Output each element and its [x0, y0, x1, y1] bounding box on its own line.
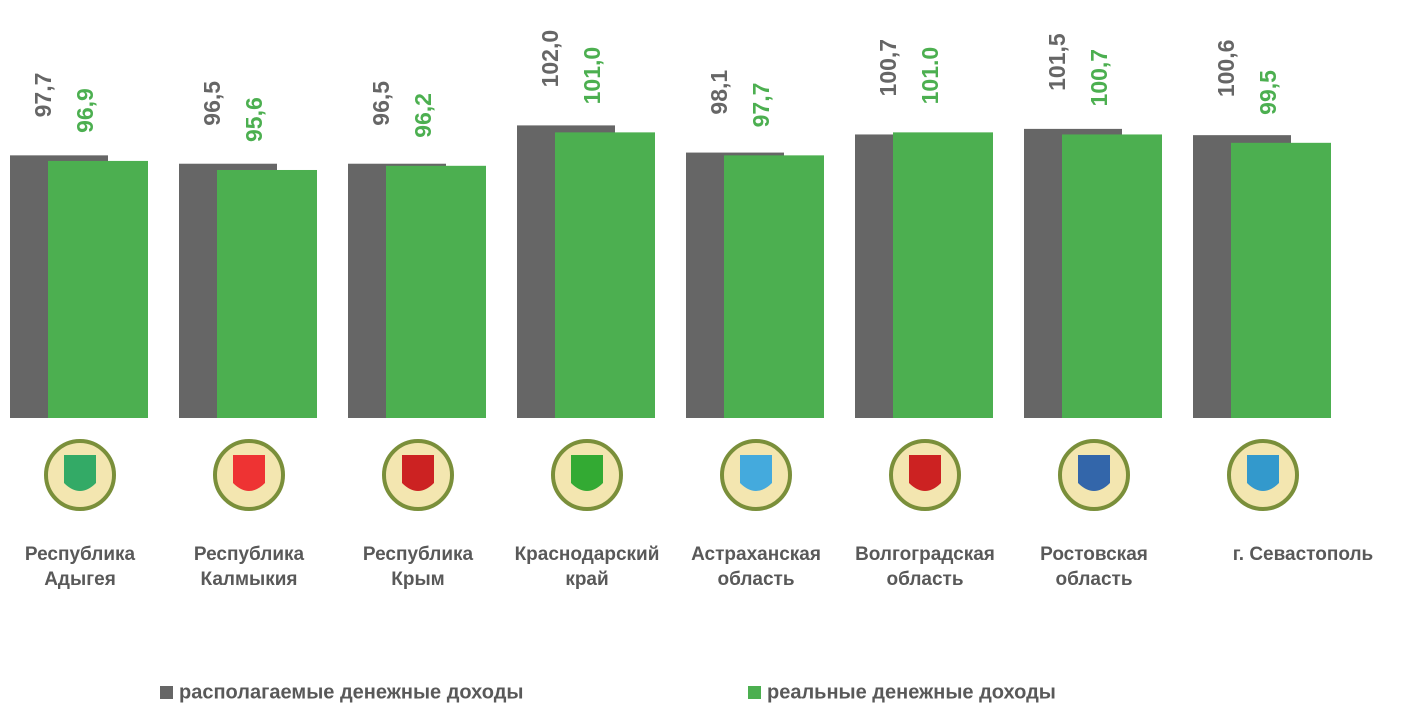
- category-label: область: [1055, 569, 1132, 590]
- category-label: Крым: [391, 569, 444, 590]
- legend-swatch: [748, 686, 761, 699]
- category-label: край: [565, 569, 608, 590]
- bar: [217, 169, 317, 418]
- value-label: 101.0: [917, 47, 943, 105]
- value-label: 101,5: [1044, 33, 1070, 91]
- legend-label: реальные денежные доходы: [767, 681, 1056, 703]
- value-label: 95,6: [241, 97, 267, 142]
- category-label: Республика: [25, 544, 136, 565]
- emblem-shield: [571, 455, 603, 491]
- category-label: Республика: [363, 544, 474, 565]
- bar: [48, 160, 148, 418]
- emblem-shield: [1078, 455, 1110, 491]
- bar: [386, 165, 486, 418]
- category-label: Адыгея: [44, 569, 116, 590]
- category-label: Республика: [194, 544, 305, 565]
- bar: [1062, 134, 1162, 418]
- emblem-shield: [233, 455, 265, 491]
- category-label: Краснодарский: [515, 544, 660, 565]
- value-label: 102,0: [537, 30, 563, 88]
- value-label: 96,5: [199, 81, 225, 126]
- legend-label: располагаемые денежные доходы: [179, 681, 524, 703]
- category-label: г. Севастополь: [1233, 544, 1373, 565]
- value-label: 101,0: [579, 47, 605, 105]
- bar: [724, 155, 824, 418]
- bar: [555, 132, 655, 418]
- value-label: 99,5: [1255, 70, 1281, 115]
- value-label: 100,7: [875, 39, 901, 97]
- value-label: 96,9: [72, 88, 98, 133]
- value-label: 97,7: [748, 83, 774, 128]
- category-label: Калмыкия: [200, 569, 297, 590]
- category-label: область: [717, 569, 794, 590]
- category-label: Волгоградская: [855, 544, 995, 565]
- value-label: 100,7: [1086, 49, 1112, 107]
- category-label: область: [886, 569, 963, 590]
- value-label: 100,6: [1213, 40, 1239, 98]
- emblem-shield: [909, 455, 941, 491]
- emblem-shield: [740, 455, 772, 491]
- bar: [1231, 142, 1331, 419]
- value-label: 97,7: [30, 73, 56, 118]
- bar: [893, 132, 993, 418]
- category-label: Астраханская: [691, 544, 821, 565]
- legend-swatch: [160, 686, 173, 699]
- emblem-shield: [1247, 455, 1279, 491]
- category-label: Ростовская: [1040, 544, 1148, 565]
- value-label: 96,2: [410, 93, 436, 138]
- emblem-shield: [64, 455, 96, 491]
- value-label: 98,1: [706, 70, 732, 115]
- emblem-shield: [402, 455, 434, 491]
- value-label: 96,5: [368, 81, 394, 126]
